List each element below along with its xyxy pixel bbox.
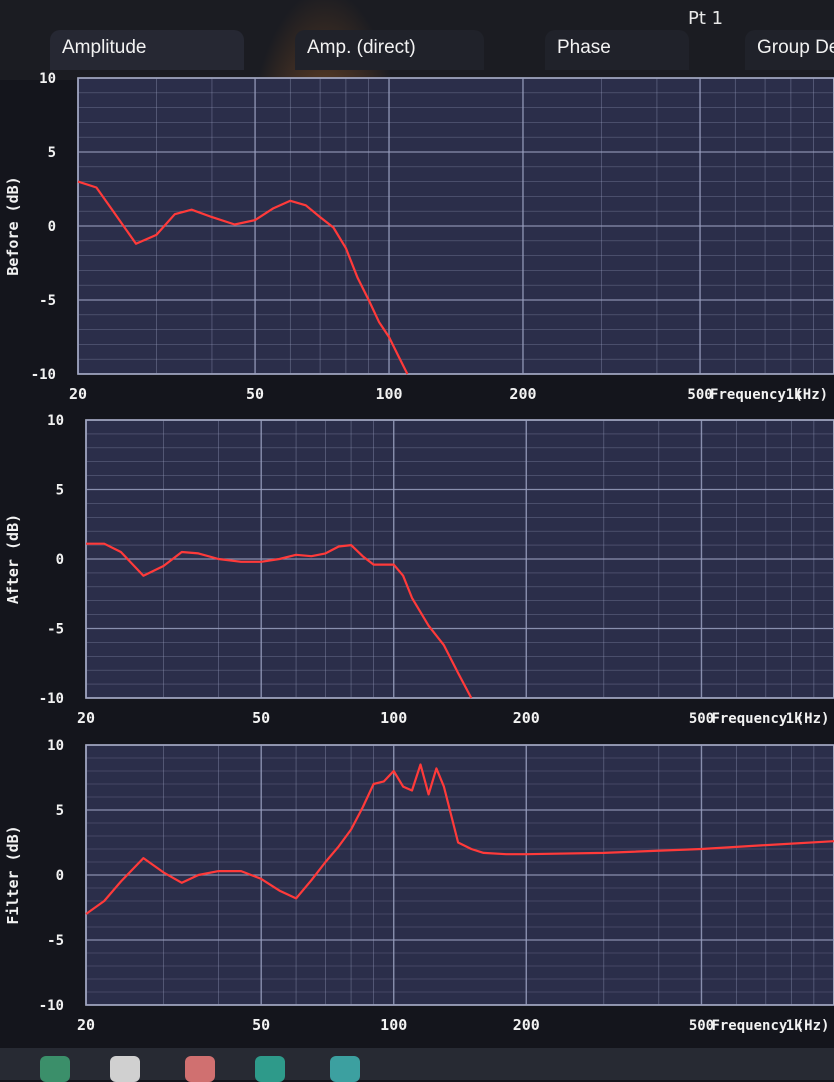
y-tick-label: 0 [56,868,64,884]
y-tick-label: 5 [56,803,64,819]
y-tick-label: -10 [39,998,64,1014]
x-tick-label: 20 [77,1016,95,1034]
file-icon[interactable] [40,1056,70,1082]
y-tick-label: 5 [56,483,64,499]
x-tick-label: 1k [786,1018,803,1034]
y-tick-label: 10 [39,71,56,87]
y-tick-label: -5 [47,933,64,949]
x-tick-label: 200 [513,1016,540,1034]
x-axis-label: Frequency (Hz) [710,387,828,403]
y-tick-label: -5 [39,293,56,309]
game-icon[interactable] [330,1056,360,1082]
x-tick-label: 1k [786,711,803,727]
vs-icon[interactable] [255,1056,285,1082]
app-icon[interactable] [185,1056,215,1082]
x-axis-label: Frequency (Hz) [711,711,829,727]
y-tick-label: 10 [47,738,64,754]
x-tick-label: 500 [687,387,712,403]
y-tick-label: -10 [31,367,56,383]
y-tick-label: 5 [48,145,56,161]
x-tick-label: 50 [252,709,270,727]
x-tick-label: 100 [375,385,402,403]
x-tick-label: 1k [786,387,803,403]
y-tick-label: 10 [47,413,64,429]
taskbar [0,1048,834,1082]
y-tick-label: -5 [47,622,64,638]
y-axis-label: Before (dB) [4,176,22,275]
x-tick-label: 500 [689,711,714,727]
y-tick-label: 0 [48,219,56,235]
tab-amplitude[interactable]: Amplitude [50,30,244,70]
x-tick-label: 20 [77,709,95,727]
tab-amp-direct[interactable]: Amp. (direct) [295,30,484,70]
tab-group-delay[interactable]: Group De [745,30,834,70]
chrome-icon[interactable] [110,1056,140,1082]
x-axis-label: Frequency (Hz) [711,1018,829,1034]
y-tick-label: 0 [56,552,64,568]
point-label: Pt 1 [688,8,724,29]
x-tick-label: 100 [380,709,407,727]
x-tick-label: 200 [509,385,536,403]
x-tick-label: 20 [69,385,87,403]
x-tick-label: 500 [689,1018,714,1034]
y-axis-label: Filter (dB) [4,825,22,924]
series-line [85,763,834,915]
series-line [86,542,473,699]
y-axis-label: After (dB) [4,514,22,604]
x-tick-label: 200 [513,709,540,727]
series-line [77,180,409,375]
x-tick-label: 50 [246,385,264,403]
tab-phase[interactable]: Phase [545,30,689,70]
x-tick-label: 100 [380,1016,407,1034]
x-tick-label: 50 [252,1016,270,1034]
y-tick-label: -10 [39,691,64,707]
tab-bar: Amplitude Amp. (direct) Phase Group De [0,30,834,74]
